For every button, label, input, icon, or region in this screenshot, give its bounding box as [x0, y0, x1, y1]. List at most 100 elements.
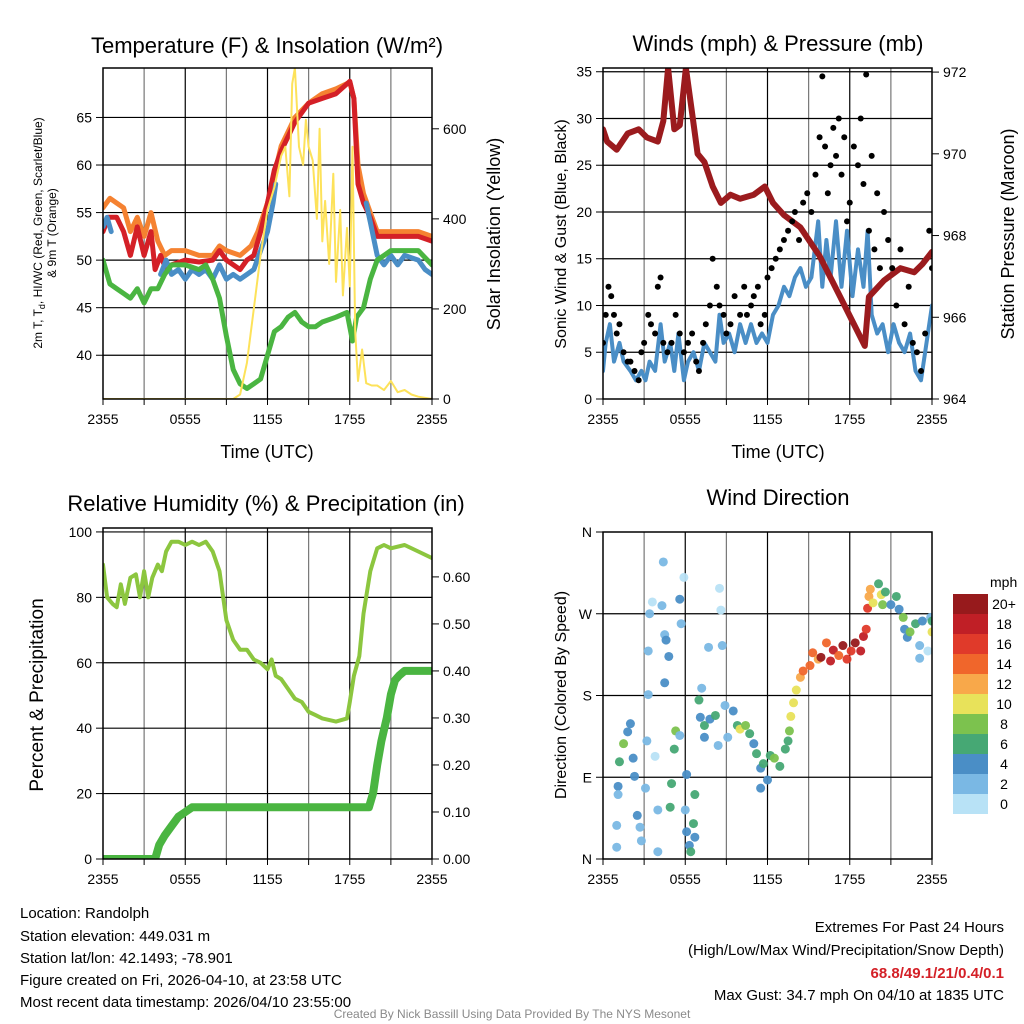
gust-point	[905, 283, 912, 290]
x-tick-label: 1755	[834, 871, 865, 887]
gust-point	[689, 330, 696, 337]
wind-direction-point	[645, 609, 655, 619]
wind-direction-point	[763, 775, 772, 785]
wind-direction-point	[635, 822, 645, 832]
temp-left-axis-label-2: & 9m T (Orange)	[45, 188, 59, 278]
wind-direction-point	[808, 648, 818, 658]
gust-point	[926, 227, 932, 234]
wind-direction-point	[715, 583, 725, 593]
gust-point	[676, 330, 683, 337]
wind-direction-point	[880, 587, 890, 597]
wind-direction-point	[716, 605, 726, 615]
gust-point	[841, 134, 848, 141]
wind-direction-point	[769, 753, 779, 763]
extremes-title: Extremes For Past 24 Hours	[814, 919, 1004, 936]
gust-point	[664, 349, 671, 356]
y-right-tick-label: 964	[943, 391, 967, 407]
gust-point	[874, 190, 881, 197]
gust-point	[620, 349, 627, 356]
wind-direction-point	[695, 712, 705, 722]
wind-direction-point	[886, 600, 896, 610]
gust-point	[672, 311, 679, 318]
colorbar-swatch	[953, 654, 988, 674]
colorbar-swatch	[953, 694, 988, 714]
x-tick-label: 2355	[87, 411, 118, 427]
precipitation-line	[103, 666, 432, 859]
wind-direction-point	[816, 652, 826, 662]
x-tick-label: 2355	[87, 871, 118, 887]
y-left-tick-label: N	[582, 524, 592, 540]
wind-direction-point	[752, 749, 762, 759]
gust-point	[700, 339, 707, 346]
wind-direction-point	[690, 832, 700, 842]
x-tick-label: 0555	[670, 871, 701, 887]
y-left-tick-label: 0	[84, 851, 92, 867]
wind-direction-point	[780, 744, 790, 754]
gust-point	[865, 227, 872, 234]
temp-right-axis-label: Solar Insolation (Yellow)	[484, 138, 504, 330]
colorbar-label: 16	[996, 636, 1012, 652]
wind-direction-point	[643, 646, 653, 656]
colorbar-swatch	[953, 634, 988, 654]
y-left-tick-label: 0	[584, 391, 592, 407]
rh-panel-title: Relative Humidity (%) & Precipitation (i…	[67, 491, 464, 516]
y-right-tick-label: 400	[443, 211, 467, 227]
wind-direction-point	[749, 739, 759, 749]
winds-right-axis-label: Station Pressure (Maroon)	[998, 128, 1018, 339]
gust-point	[824, 190, 831, 197]
gust-point	[804, 190, 811, 197]
gust-point	[857, 115, 864, 122]
gust-point	[791, 208, 798, 215]
gust-point	[706, 302, 713, 309]
gust-point	[835, 115, 842, 122]
y-right-tick-label: 600	[443, 121, 467, 137]
wind-direction-point	[694, 695, 704, 705]
gust-point	[780, 237, 787, 244]
wind-direction-point	[665, 802, 675, 812]
gust-point	[754, 283, 761, 290]
wind-direction-point	[864, 591, 874, 601]
y-right-tick-label: 0	[443, 391, 451, 407]
colorbar-label: 20+	[992, 596, 1016, 612]
sonic-wind-line	[603, 219, 932, 383]
y-left-tick-label: 40	[76, 347, 92, 363]
solar-insolation-line	[103, 68, 432, 399]
2m-t-line	[103, 78, 432, 273]
speed-colorbar: mph 20+ 18 16 14 12 10 8 6 4 2 0	[953, 574, 1017, 814]
wind-direction-point	[658, 557, 668, 567]
wind-direction-point	[842, 654, 852, 664]
gust-point	[638, 349, 645, 356]
gust-point	[654, 283, 661, 290]
x-tick-label: 1755	[834, 411, 865, 427]
footer-elevation: Station elevation: 449.031 m	[20, 928, 211, 945]
wind-direction-point	[911, 619, 921, 629]
gust-point	[800, 199, 807, 206]
y-right-tick-label: 970	[943, 146, 967, 162]
gust-point	[709, 255, 716, 262]
wind-direction-point	[713, 740, 723, 750]
gust-point	[748, 302, 755, 309]
gust-point	[871, 246, 878, 253]
y-left-tick-label: 60	[76, 157, 92, 173]
x-tick-label: 0555	[170, 411, 201, 427]
colorbar-label: 2	[1000, 776, 1008, 792]
x-tick-label: 0555	[170, 871, 201, 887]
gust-point	[768, 265, 775, 272]
colorbar-swatch	[953, 594, 988, 614]
gust-point	[737, 311, 744, 318]
y-left-tick-label: 55	[76, 205, 92, 221]
y-left-tick-label: 35	[576, 64, 592, 80]
y-right-tick-label: 0.60	[443, 569, 470, 585]
wind-direction-point	[723, 732, 733, 742]
gust-point	[830, 124, 837, 131]
gust-point	[812, 171, 819, 178]
gust-point	[860, 180, 867, 187]
wind-direction-point	[898, 612, 908, 622]
wind-direction-point	[660, 678, 670, 688]
wind-direction-point	[745, 729, 755, 739]
gust-point	[885, 237, 892, 244]
wind-direction-point	[669, 744, 679, 754]
gust-point	[660, 339, 667, 346]
footer-created: Figure created on Fri, 2026-04-10, at 23…	[20, 972, 342, 989]
